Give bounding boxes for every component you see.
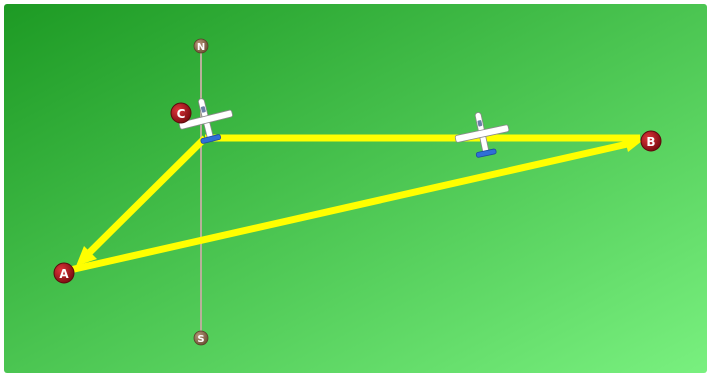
field-background xyxy=(4,4,707,373)
point-c-label: C xyxy=(177,107,186,121)
flight-paths xyxy=(69,134,642,274)
point-a-marker: A xyxy=(53,262,75,284)
north-label: N xyxy=(197,42,205,53)
path-a-to-b xyxy=(69,139,633,274)
point-a-label: A xyxy=(59,267,69,281)
path-c-to-a xyxy=(85,135,208,257)
south-marker: S xyxy=(193,330,209,346)
arrowhead-b xyxy=(624,136,642,152)
point-b-label: B xyxy=(646,135,655,149)
point-b-marker: B xyxy=(640,130,662,152)
arrowhead-a xyxy=(76,246,97,266)
point-c-marker: C xyxy=(170,102,192,124)
south-label: S xyxy=(197,334,204,345)
north-marker: N xyxy=(193,38,209,54)
